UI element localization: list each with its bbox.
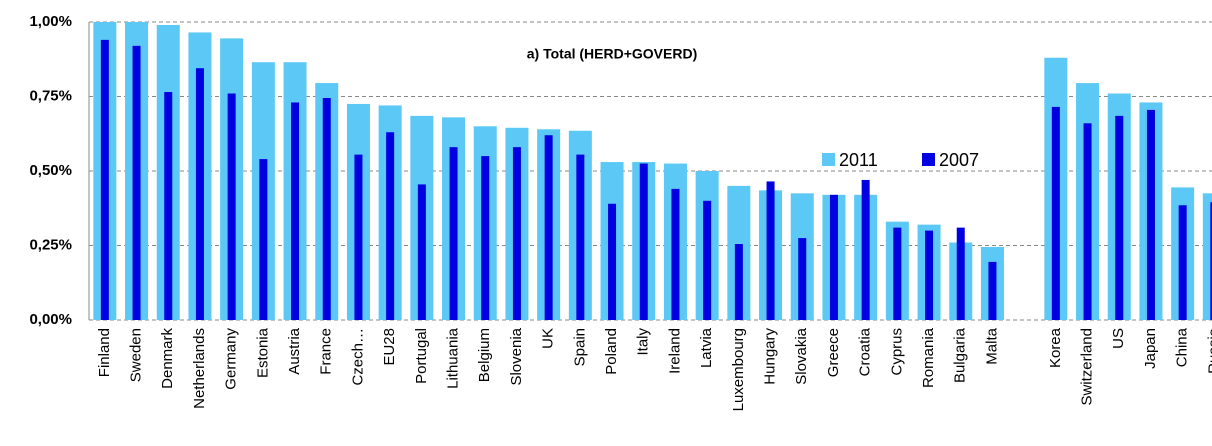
- y-tick-label: 0,00%: [29, 311, 72, 328]
- x-tick-label: Belgium: [476, 328, 493, 382]
- bar: [639, 163, 648, 320]
- bar: [861, 179, 870, 320]
- bar: [766, 181, 775, 320]
- legend-swatch: [822, 153, 835, 166]
- bar: [988, 261, 997, 320]
- legend-label: 2011: [839, 150, 878, 170]
- bar: [164, 92, 173, 320]
- bar: [322, 97, 331, 321]
- bar: [1146, 109, 1155, 320]
- bar: [227, 93, 236, 321]
- bar: [893, 227, 902, 320]
- x-tick-label: Switzerland: [1079, 328, 1096, 406]
- bar: [1083, 123, 1092, 320]
- x-tick-label: Malta: [983, 327, 1000, 364]
- bar: [1051, 106, 1060, 321]
- x-tick-label: Ireland: [666, 328, 683, 374]
- bar: [417, 184, 426, 320]
- bar: [512, 147, 521, 320]
- x-tick-label: Slovenia: [508, 327, 525, 385]
- x-tick-label: Portugal: [413, 328, 430, 384]
- bar: [576, 154, 585, 320]
- x-tick-label: Latvia: [698, 327, 715, 368]
- x-tick-label: Denmark: [159, 328, 176, 389]
- bar: [386, 132, 395, 320]
- x-tick-label: Korea: [1047, 327, 1064, 368]
- x-tick-label: Finland: [96, 328, 113, 377]
- x-tick-label: Spain: [571, 328, 588, 366]
- x-tick-label: Croatia: [857, 327, 874, 376]
- x-tick-label: Hungary: [762, 328, 779, 385]
- x-tick-label: Greece: [825, 328, 842, 377]
- x-tick-label: Italy: [635, 328, 652, 356]
- bar: [1115, 115, 1124, 321]
- chart-title: a) Total (HERD+GOVERD): [527, 46, 697, 62]
- bar: [956, 227, 965, 320]
- x-tick-label: Netherlands: [191, 328, 208, 409]
- bar: [608, 203, 617, 320]
- y-tick-label: 0,75%: [29, 87, 72, 104]
- bar: [734, 244, 743, 320]
- x-tick-label: Lithuania: [445, 327, 462, 389]
- x-tick-label: Japan: [1142, 328, 1159, 369]
- bar: [671, 188, 680, 320]
- legend-swatch: [922, 153, 935, 166]
- bar: [544, 135, 553, 320]
- bar: [132, 45, 141, 321]
- bar: [259, 159, 268, 320]
- bar: [100, 39, 109, 320]
- bar: [829, 194, 838, 320]
- bar: [195, 68, 204, 320]
- bar: [925, 230, 934, 320]
- bar: [1210, 202, 1212, 320]
- legend-label: 2007: [939, 150, 979, 170]
- x-tick-label: Austria: [286, 327, 303, 374]
- bar: [703, 200, 712, 320]
- x-tick-label: Czech…: [349, 328, 366, 386]
- x-tick-label: US: [1110, 328, 1127, 349]
- y-tick-label: 0,50%: [29, 162, 72, 179]
- bar: [1178, 205, 1187, 320]
- x-tick-label: France: [318, 328, 335, 375]
- bar: [798, 238, 807, 320]
- bar: [291, 102, 300, 321]
- x-tick-label: Estonia: [254, 327, 271, 378]
- bar: [449, 147, 458, 320]
- x-tick-label: Luxembourg: [730, 328, 747, 411]
- x-tick-label: Cyprus: [888, 328, 905, 376]
- x-tick-label: Bulgaria: [952, 327, 969, 383]
- y-tick-label: 1,00%: [29, 13, 72, 30]
- bar: [481, 156, 490, 320]
- x-tick-label: UK: [540, 328, 557, 349]
- x-tick-label: Poland: [603, 328, 620, 375]
- y-tick-label: 0,25%: [29, 236, 72, 253]
- x-tick-label: China: [1174, 327, 1191, 367]
- x-tick-label: Germany: [223, 328, 240, 390]
- x-tick-label: Russia: [1205, 327, 1212, 374]
- x-tick-label: Romania: [920, 327, 937, 388]
- x-tick-label: Slovakia: [793, 327, 810, 384]
- x-tick-label: EU28: [381, 328, 398, 366]
- x-tick-label: Sweden: [128, 328, 145, 382]
- bar: [354, 154, 363, 320]
- bar: [1202, 193, 1212, 320]
